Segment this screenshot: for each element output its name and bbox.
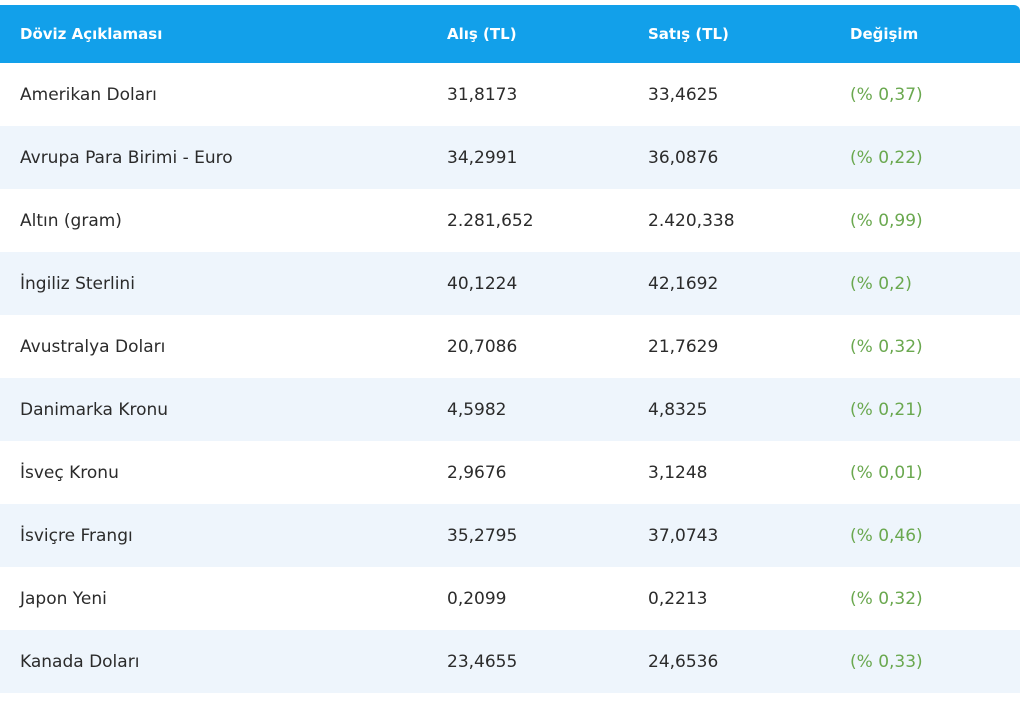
sell-price: 3,1248 (648, 462, 708, 483)
buy-price: 0,2099 (447, 588, 507, 609)
sell-price: 21,7629 (648, 336, 719, 357)
currency-name: Amerikan Doları (20, 84, 157, 105)
change: (% 0,46) (850, 525, 923, 546)
change: (% 0,33) (850, 651, 923, 672)
sell-price: 0,2213 (648, 588, 708, 609)
change: (% 0,21) (850, 399, 923, 420)
buy-price: 23,4655 (447, 651, 518, 672)
currency-name: Japon Yeni (20, 588, 107, 609)
change: (% 0,32) (850, 336, 923, 357)
table-row: Danimarka Kronu 4,5982 4,8325 (% 0,21) (0, 378, 1020, 441)
sell-price: 37,0743 (648, 525, 719, 546)
table-row: İngiliz Sterlini 40,1224 42,1692 (% 0,2) (0, 252, 1020, 315)
buy-price: 34,2991 (447, 147, 518, 168)
change: (% 0,32) (850, 588, 923, 609)
table-row: İsviçre Frangı 35,2795 37,0743 (% 0,46) (0, 504, 1020, 567)
currency-name: Altın (gram) (20, 210, 122, 231)
sell-price: 4,8325 (648, 399, 708, 420)
sell-price: 24,6536 (648, 651, 719, 672)
header-cell: Satış (TL) (648, 25, 729, 43)
change: (% 0,22) (850, 147, 923, 168)
table-body: Amerikan Doları 31,8173 33,4625 (% 0,37) Avr… (0, 63, 1020, 693)
table-row: İsveç Kronu 2,9676 3,1248 (% 0,01) (0, 441, 1020, 504)
change: (% 0,01) (850, 462, 923, 483)
change: (% 0,2) (850, 273, 912, 294)
table-row: Japon Yeni 0,2099 0,2213 (% 0,32) (0, 567, 1020, 630)
currency-table: Döviz Açıklaması Alış (TL) Satış (TL) Değiş… (0, 5, 1020, 693)
buy-price: 4,5982 (447, 399, 507, 420)
buy-price: 31,8173 (447, 84, 518, 105)
buy-price: 2,9676 (447, 462, 507, 483)
buy-price: 35,2795 (447, 525, 518, 546)
header-cell: Alış (TL) (447, 25, 517, 43)
currency-name: Danimarka Kronu (20, 399, 169, 420)
table-row: Altın (gram) 2.281,652 2.420,338 (% 0,99) (0, 189, 1020, 252)
header-cell: Değişim (850, 25, 919, 43)
currency-name: Avustralya Doları (20, 336, 166, 357)
currency-name: İsviçre Frangı (20, 525, 133, 546)
currency-name: İsveç Kronu (20, 462, 119, 483)
buy-price: 20,7086 (447, 336, 518, 357)
currency-name: Kanada Doları (20, 651, 140, 672)
currency-name: İngiliz Sterlini (20, 273, 135, 294)
table-row: Avustralya Doları 20,7086 21,7629 (% 0,32) (0, 315, 1020, 378)
sell-price: 2.420,338 (648, 210, 735, 231)
table-row: Avrupa Para Birimi - Euro 34,2991 36,0876 (… (0, 126, 1020, 189)
buy-price: 2.281,652 (447, 210, 534, 231)
sell-price: 33,4625 (648, 84, 719, 105)
change: (% 0,99) (850, 210, 923, 231)
currency-name: Avrupa Para Birimi - Euro (20, 147, 233, 168)
table-row: Kanada Doları 23,4655 24,6536 (% 0,33) (0, 630, 1020, 693)
sell-price: 42,1692 (648, 273, 719, 294)
buy-price: 40,1224 (447, 273, 518, 294)
sell-price: 36,0876 (648, 147, 719, 168)
header-cell: Döviz Açıklaması (20, 25, 163, 43)
change: (% 0,37) (850, 84, 923, 105)
table-row: Amerikan Doları 31,8173 33,4625 (% 0,37) (0, 63, 1020, 126)
table-header: Döviz Açıklaması Alış (TL) Satış (TL) Değiş… (0, 5, 1020, 63)
